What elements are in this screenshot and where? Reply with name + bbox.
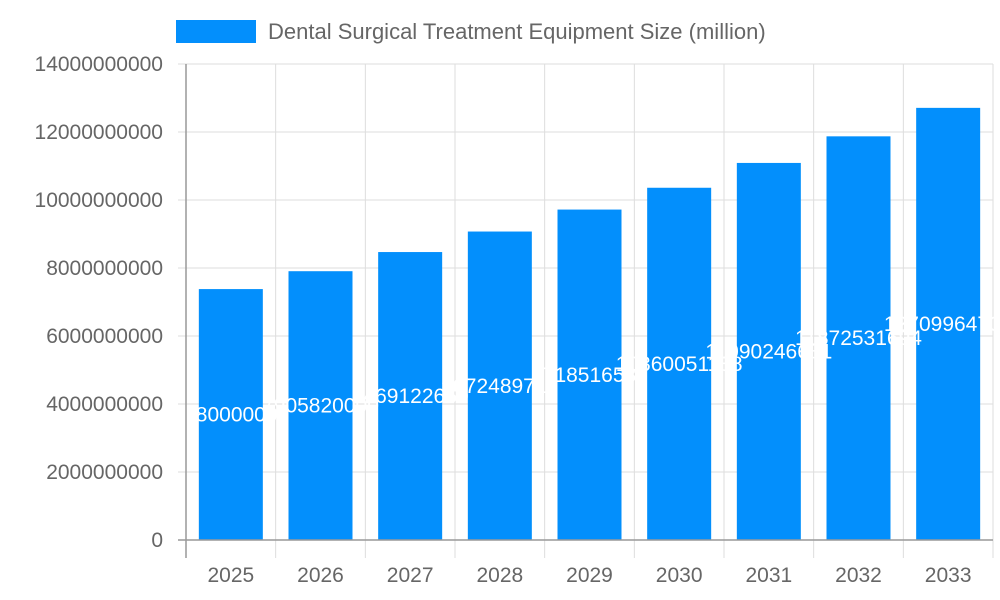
y-tick-label: 4000000000 bbox=[46, 393, 163, 416]
data-label-2026: 7905820000 bbox=[262, 395, 379, 418]
bar-2028 bbox=[467, 231, 532, 541]
x-tick-label: 2032 bbox=[835, 564, 882, 587]
data-label-2025: 7380000000 bbox=[172, 404, 289, 427]
legend[interactable]: Dental Surgical Treatment Equipment Size… bbox=[176, 19, 766, 44]
bar-2031 bbox=[736, 162, 801, 540]
x-tick-label: 2027 bbox=[387, 564, 434, 587]
bar-2026 bbox=[288, 271, 353, 540]
x-tick-label: 2026 bbox=[297, 564, 344, 587]
data-label-2027: 8469122660 bbox=[352, 385, 469, 408]
legend-swatch bbox=[176, 20, 256, 43]
legend-label: Dental Surgical Treatment Equipment Size… bbox=[268, 19, 766, 44]
y-tick-label: 12000000000 bbox=[35, 121, 163, 144]
x-tick-label: 2029 bbox=[566, 564, 613, 587]
data-label-2028: 9072489715 bbox=[441, 375, 558, 398]
bar-2025 bbox=[198, 289, 263, 540]
data-label-2031: 11090246631 bbox=[705, 340, 832, 363]
y-tick-label: 2000000000 bbox=[46, 461, 163, 484]
y-tick-label: 8000000000 bbox=[46, 257, 163, 280]
data-label-2030: 10360051138 bbox=[616, 353, 743, 376]
y-tick-label: 0 bbox=[151, 529, 163, 552]
x-tick-label: 2028 bbox=[476, 564, 523, 587]
y-tick-label: 6000000000 bbox=[46, 325, 163, 348]
data-label-2033: 12709964700 bbox=[884, 313, 1000, 336]
y-tick-label: 14000000000 bbox=[35, 53, 163, 76]
bar-2027 bbox=[378, 252, 443, 540]
bar-2029 bbox=[557, 209, 622, 540]
y-tick-label: 10000000000 bbox=[35, 189, 163, 212]
x-tick-label: 2030 bbox=[656, 564, 703, 587]
x-tick-label: 2031 bbox=[745, 564, 792, 587]
data-label-2029: 9718516535 bbox=[531, 364, 648, 387]
bar-2033 bbox=[916, 107, 981, 540]
bar-2030 bbox=[647, 187, 712, 541]
x-tick-label: 2025 bbox=[207, 564, 254, 587]
data-label-2032: 11872531694 bbox=[795, 327, 922, 350]
bar-2032 bbox=[826, 136, 891, 540]
x-tick-label: 2033 bbox=[925, 564, 972, 587]
